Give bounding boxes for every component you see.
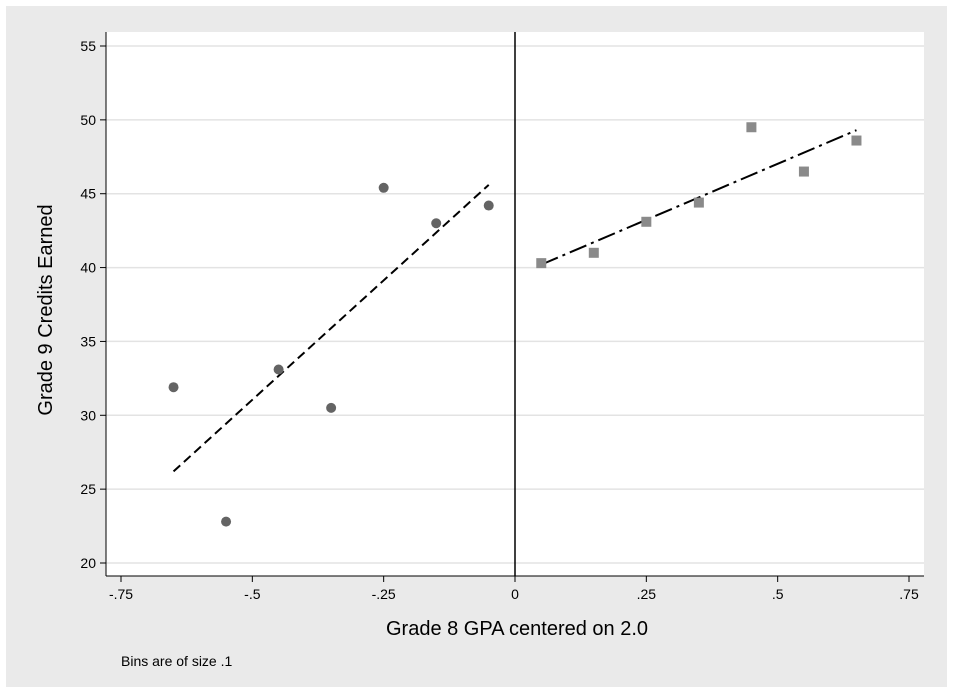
- data-point-right: [798, 166, 809, 177]
- data-point-right: [851, 135, 862, 146]
- bin-size-note: Bins are of size .1: [121, 653, 233, 669]
- data-point-left: [221, 516, 232, 527]
- data-point-left: [326, 402, 337, 413]
- fit-line-right: [540, 129, 857, 266]
- data-point-right: [588, 247, 599, 258]
- y-tick-label: 40: [80, 260, 96, 276]
- x-tick-label: .75: [899, 586, 919, 602]
- x-axis-label: Grade 8 GPA centered on 2.0: [386, 618, 648, 640]
- y-tick-label: 25: [80, 481, 96, 497]
- x-tick-label: .5: [772, 586, 784, 602]
- chart-svg: 20 25 30 35 40 45 50 55 -.75 -.5 -.25 0 .25 .5 .75 Gr…: [35, 32, 924, 640]
- y-tick-label: 20: [80, 555, 96, 571]
- fit-line-left: [172, 184, 490, 473]
- x-tick-label: -.5: [244, 586, 261, 602]
- data-point-right: [746, 122, 757, 133]
- y-tick-label: 35: [80, 333, 96, 349]
- data-point-left: [378, 182, 389, 193]
- x-tick-label: -.25: [372, 586, 396, 602]
- y-axis-ticks: 20 25 30 35 40 45 50 55: [80, 38, 106, 571]
- data-point-left: [483, 200, 494, 211]
- data-point-right: [641, 216, 652, 227]
- y-tick-label: 30: [80, 407, 96, 423]
- data-points: [168, 122, 862, 527]
- y-axis-label: Grade 9 Credits Earned: [35, 204, 57, 415]
- x-tick-label: .25: [637, 586, 657, 602]
- chart-figure: 20 25 30 35 40 45 50 55 -.75 -.5 -.25 0 .25 .5 .75 Gr…: [6, 6, 947, 687]
- data-point-left: [431, 218, 442, 229]
- y-tick-label: 50: [80, 112, 96, 128]
- y-tick-label: 55: [80, 38, 96, 54]
- x-tick-label: -.75: [109, 586, 133, 602]
- data-point-right: [536, 258, 547, 269]
- y-tick-label: 45: [80, 186, 96, 202]
- fit-lines: [172, 129, 857, 473]
- x-axis-ticks: -.75 -.5 -.25 0 .25 .5 .75: [109, 576, 919, 602]
- data-point-left: [273, 364, 284, 375]
- x-tick-label: 0: [511, 586, 519, 602]
- data-point-right: [693, 197, 704, 208]
- data-point-left: [168, 382, 179, 393]
